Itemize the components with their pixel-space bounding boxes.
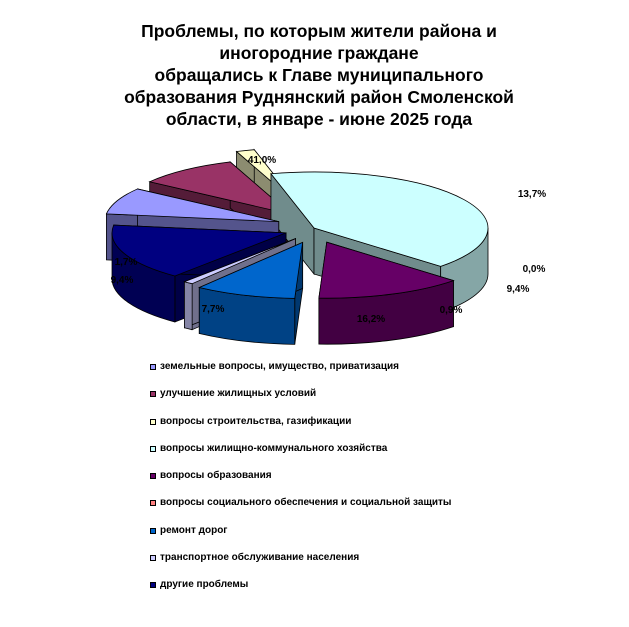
legend-swatch <box>150 527 156 534</box>
legend-swatch <box>150 445 156 452</box>
legend-swatch <box>150 391 156 398</box>
legend-swatch <box>150 364 156 370</box>
pie-slice <box>198 241 304 345</box>
legend-label: вопросы образования <box>160 470 272 482</box>
pie-slice-label: 1,7% <box>115 257 138 268</box>
legend-swatch <box>150 473 156 480</box>
legend-label: ремонт дорог <box>160 524 228 536</box>
pie-slice-label: 13,7% <box>518 189 546 200</box>
pie-slice-label: 41,0% <box>248 155 276 166</box>
legend-label: другие проблемы <box>160 579 249 591</box>
legend-swatch <box>150 500 156 507</box>
pie-slice <box>318 241 455 345</box>
pie-slice-label: 9,4% <box>507 284 530 295</box>
pie-slice-label: 0,9% <box>440 305 463 316</box>
legend-label: вопросы строительства, газификации <box>160 415 352 427</box>
legend-label: вопросы социального обеспечения и социал… <box>160 497 452 509</box>
legend-swatch <box>150 555 156 562</box>
legend-swatch <box>150 418 156 425</box>
chart-title: Проблемы, по которым жители района и ино… <box>64 20 574 130</box>
title-line: образования Руднянский район Смоленской <box>124 87 514 107</box>
legend-label: вопросы жилищно-коммунального хозяйства <box>160 442 388 454</box>
legend-label: транспортное обслуживание населения <box>160 552 360 564</box>
pie-slice-label: 16,2% <box>357 314 385 325</box>
title-line: иногородние граждане <box>219 43 419 63</box>
legend-label: улучшение жилищных условий <box>160 388 317 400</box>
pie-slice-label: 7,7% <box>202 304 225 315</box>
pie-slice-label: 0,0% <box>523 264 546 275</box>
title-line: Проблемы, по которым жители района и <box>141 21 497 41</box>
pie-slice-label: 9,4% <box>111 275 134 286</box>
legend-swatch <box>150 582 156 589</box>
legend-label: земельные вопросы, имущество, приватизац… <box>160 361 399 372</box>
title-line: области, в январе - июне 2025 года <box>165 109 473 129</box>
title-line: обращались к Главе муниципального <box>154 65 484 85</box>
